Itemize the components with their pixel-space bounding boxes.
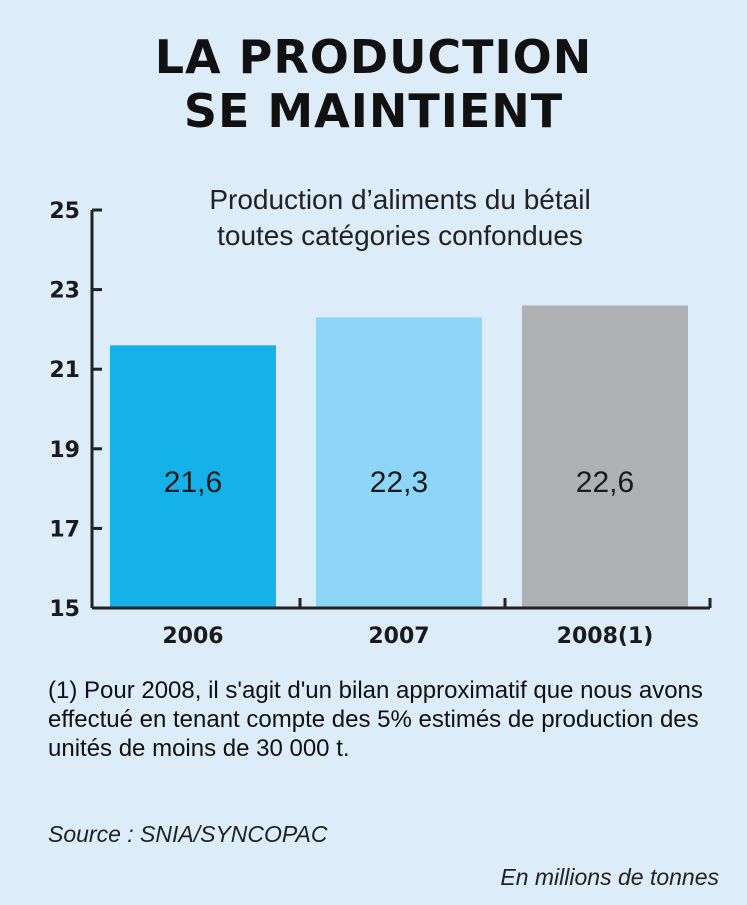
bar-value-label: 21,6 xyxy=(164,466,222,499)
y-tick-label: 25 xyxy=(49,199,80,224)
x-tick-label: 2006 xyxy=(162,624,223,649)
chart-subtitle-line-1: Production d’aliments du bétail xyxy=(209,184,591,215)
source-note: Source : SNIA/SYNCOPAC xyxy=(48,821,328,847)
chart-subtitle: Production d’aliments du bétail toutes c… xyxy=(90,182,710,254)
x-tick-label: 2008(1) xyxy=(557,624,654,649)
chart-title-line-1: LA PRODUCTION xyxy=(154,30,593,84)
y-tick-label: 21 xyxy=(49,358,80,383)
x-tick-label: 2007 xyxy=(368,624,429,649)
chart-title-line-2: SE MAINTIENT xyxy=(183,84,564,138)
footnote: (1) Pour 2008, il s'agit d'un bilan appr… xyxy=(48,677,703,762)
bar-value-label: 22,6 xyxy=(576,466,634,499)
unit-note: En millions de tonnes xyxy=(500,864,719,890)
y-tick-label: 23 xyxy=(49,279,80,304)
y-tick-label: 17 xyxy=(49,517,80,542)
chart-title: LA PRODUCTION SE MAINTIENT xyxy=(0,30,747,138)
bar-2006 xyxy=(110,345,276,608)
chart-subtitle-line-2: toutes catégories confondues xyxy=(217,220,583,251)
y-tick-label: 19 xyxy=(49,438,80,463)
y-tick-label: 15 xyxy=(49,597,80,622)
bar-2008(1) xyxy=(522,305,688,608)
bar-value-label: 22,3 xyxy=(370,466,428,499)
bar-2007 xyxy=(316,317,482,608)
